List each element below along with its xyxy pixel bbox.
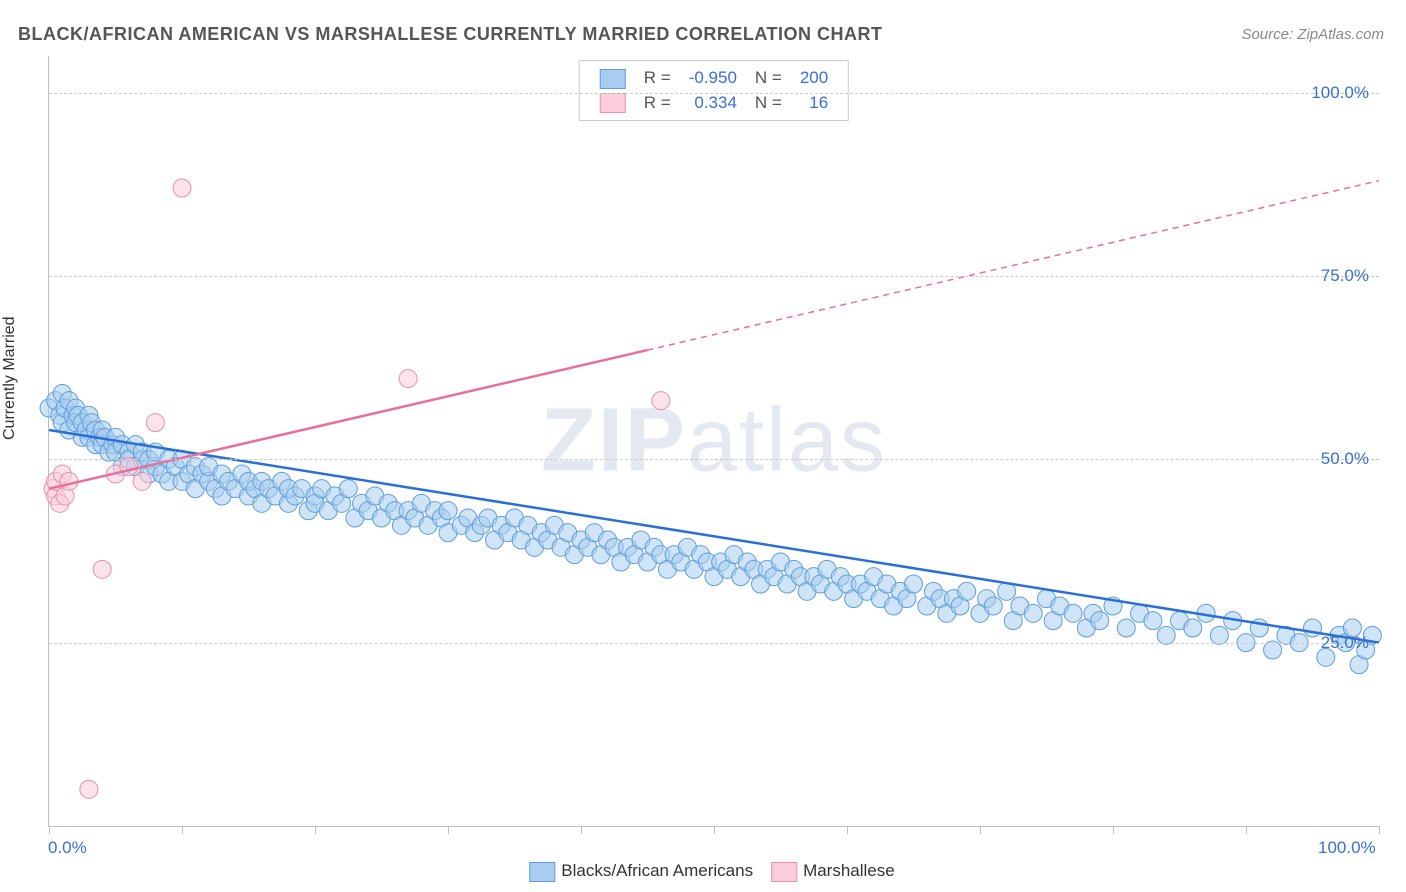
x-tick (847, 826, 848, 834)
x-tick (1113, 826, 1114, 834)
legend-n-label: N = (747, 67, 790, 90)
x-tick (49, 826, 50, 834)
data-point (1157, 626, 1175, 644)
legend-series-label: Blacks/African Americans (561, 861, 753, 880)
gridline (49, 643, 1379, 644)
data-point (1144, 612, 1162, 630)
data-point (1024, 604, 1042, 622)
data-point (133, 472, 151, 490)
gridline (49, 93, 1379, 94)
y-tick-label: 75.0% (1321, 266, 1369, 286)
correlation-legend: R =-0.950N =200R =0.334N =16 (579, 60, 849, 121)
x-tick (182, 826, 183, 834)
legend-n-value: 200 (792, 67, 836, 90)
data-point (958, 582, 976, 600)
x-tick (1379, 826, 1380, 834)
x-tick (581, 826, 582, 834)
x-tick (448, 826, 449, 834)
data-point (173, 179, 191, 197)
y-tick-label: 50.0% (1321, 449, 1369, 469)
legend-r-value: 0.334 (681, 92, 745, 115)
gridline (49, 459, 1379, 460)
regression-line (49, 350, 648, 489)
data-point (652, 392, 670, 410)
data-point (1117, 619, 1135, 637)
y-tick-label: 100.0% (1311, 83, 1369, 103)
legend-n-label: N = (747, 92, 790, 115)
legend-swatch (600, 69, 626, 89)
legend-r-label: R = (636, 92, 679, 115)
plot-area: ZIPatlas R =-0.950N =200R =0.334N =16 25… (48, 56, 1379, 827)
data-point (1184, 619, 1202, 637)
x-tick (315, 826, 316, 834)
data-point (146, 414, 164, 432)
series-legend: Blacks/African Americans Marshallese (511, 861, 894, 882)
data-point (1064, 604, 1082, 622)
x-tick (714, 826, 715, 834)
data-point (339, 480, 357, 498)
data-point (905, 575, 923, 593)
source-attribution: Source: ZipAtlas.com (1241, 26, 1384, 43)
legend-swatch (529, 862, 555, 882)
legend-table: R =-0.950N =200R =0.334N =16 (590, 65, 838, 116)
x-tick-max: 100.0% (1318, 838, 1376, 858)
data-point (439, 502, 457, 520)
y-axis-label: Currently Married (1, 316, 19, 440)
data-point (1210, 626, 1228, 644)
regression-line-dashed (648, 181, 1380, 350)
legend-row: R =0.334N =16 (592, 92, 836, 115)
chart-svg (49, 56, 1379, 826)
y-tick-label: 25.0% (1321, 633, 1369, 653)
data-point (1264, 641, 1282, 659)
data-point (93, 560, 111, 578)
regression-line (49, 430, 1379, 643)
legend-r-value: -0.950 (681, 67, 745, 90)
gridline (49, 276, 1379, 277)
legend-series-label: Marshallese (803, 861, 895, 880)
legend-swatch (600, 93, 626, 113)
legend-r-label: R = (636, 67, 679, 90)
x-tick (1246, 826, 1247, 834)
data-point (1091, 612, 1109, 630)
legend-row: R =-0.950N =200 (592, 67, 836, 90)
chart-title: BLACK/AFRICAN AMERICAN VS MARSHALLESE CU… (18, 24, 883, 45)
x-tick (980, 826, 981, 834)
legend-n-value: 16 (792, 92, 836, 115)
data-point (120, 458, 138, 476)
legend-swatch (771, 862, 797, 882)
x-tick-min: 0.0% (48, 838, 87, 858)
data-point (984, 597, 1002, 615)
data-point (399, 370, 417, 388)
data-point (80, 780, 98, 798)
